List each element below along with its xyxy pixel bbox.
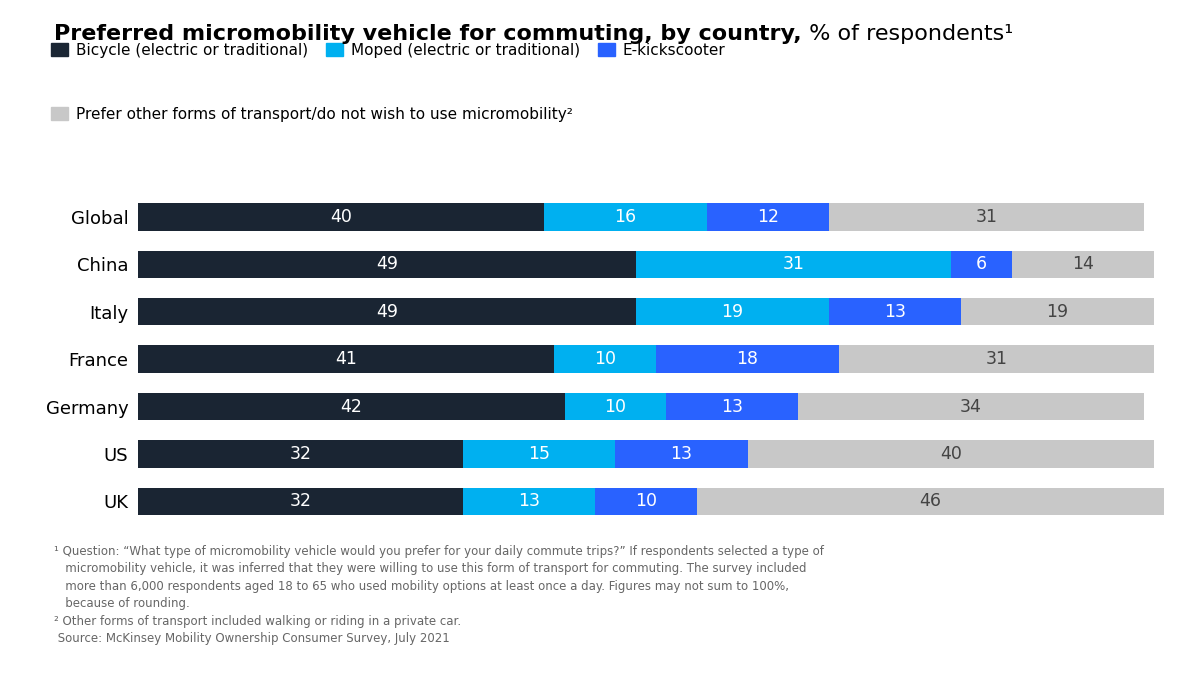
Bar bbox=[1012, 251, 1154, 278]
Bar bbox=[839, 346, 1154, 373]
Text: 46: 46 bbox=[919, 492, 941, 510]
Bar bbox=[138, 488, 463, 515]
Text: 10: 10 bbox=[594, 350, 617, 368]
Text: 13: 13 bbox=[721, 398, 743, 416]
Bar bbox=[463, 440, 616, 468]
Bar bbox=[697, 488, 1164, 515]
Text: 6: 6 bbox=[976, 255, 986, 273]
Bar bbox=[463, 488, 595, 515]
Text: 49: 49 bbox=[376, 255, 398, 273]
Bar bbox=[829, 203, 1144, 230]
Text: 12: 12 bbox=[757, 208, 779, 226]
Bar bbox=[656, 346, 839, 373]
Bar bbox=[636, 298, 829, 325]
Text: 49: 49 bbox=[376, 303, 398, 321]
Bar bbox=[748, 440, 1154, 468]
Bar bbox=[950, 251, 1012, 278]
Text: 31: 31 bbox=[782, 255, 804, 273]
Text: 41: 41 bbox=[335, 350, 358, 368]
Text: 42: 42 bbox=[341, 398, 362, 416]
Bar bbox=[138, 203, 545, 230]
Text: 19: 19 bbox=[1046, 303, 1068, 321]
Bar bbox=[666, 393, 798, 421]
Bar bbox=[554, 346, 656, 373]
Bar bbox=[138, 346, 554, 373]
Text: 31: 31 bbox=[976, 208, 997, 226]
Bar bbox=[565, 393, 666, 421]
Bar bbox=[138, 393, 565, 421]
Text: 40: 40 bbox=[330, 208, 352, 226]
Bar bbox=[961, 298, 1154, 325]
Text: 14: 14 bbox=[1072, 255, 1093, 273]
Text: 40: 40 bbox=[940, 445, 961, 463]
Text: 10: 10 bbox=[605, 398, 626, 416]
Text: 18: 18 bbox=[737, 350, 758, 368]
Bar bbox=[829, 298, 961, 325]
Bar bbox=[798, 393, 1144, 421]
Text: 31: 31 bbox=[985, 350, 1007, 368]
Text: 19: 19 bbox=[721, 303, 743, 321]
Text: 10: 10 bbox=[635, 492, 656, 510]
Text: % of respondents¹: % of respondents¹ bbox=[802, 24, 1013, 44]
Bar bbox=[138, 251, 636, 278]
Bar bbox=[636, 251, 950, 278]
Bar bbox=[616, 440, 748, 468]
Bar bbox=[595, 488, 697, 515]
Text: Preferred micromobility vehicle for commuting, by country,: Preferred micromobility vehicle for comm… bbox=[54, 24, 802, 44]
Bar bbox=[545, 203, 707, 230]
Text: 32: 32 bbox=[289, 445, 312, 463]
Text: 13: 13 bbox=[884, 303, 906, 321]
Text: ¹ Question: “What type of micromobility vehicle would you prefer for your daily : ¹ Question: “What type of micromobility … bbox=[54, 545, 824, 645]
Text: 16: 16 bbox=[614, 208, 637, 226]
Text: 34: 34 bbox=[960, 398, 982, 416]
Text: 13: 13 bbox=[518, 492, 540, 510]
Bar bbox=[707, 203, 829, 230]
Legend: Prefer other forms of transport/do not wish to use micromobility²: Prefer other forms of transport/do not w… bbox=[46, 101, 578, 128]
Text: 32: 32 bbox=[289, 492, 312, 510]
Text: 15: 15 bbox=[528, 445, 551, 463]
Text: 13: 13 bbox=[671, 445, 692, 463]
Bar bbox=[138, 440, 463, 468]
Bar bbox=[138, 298, 636, 325]
